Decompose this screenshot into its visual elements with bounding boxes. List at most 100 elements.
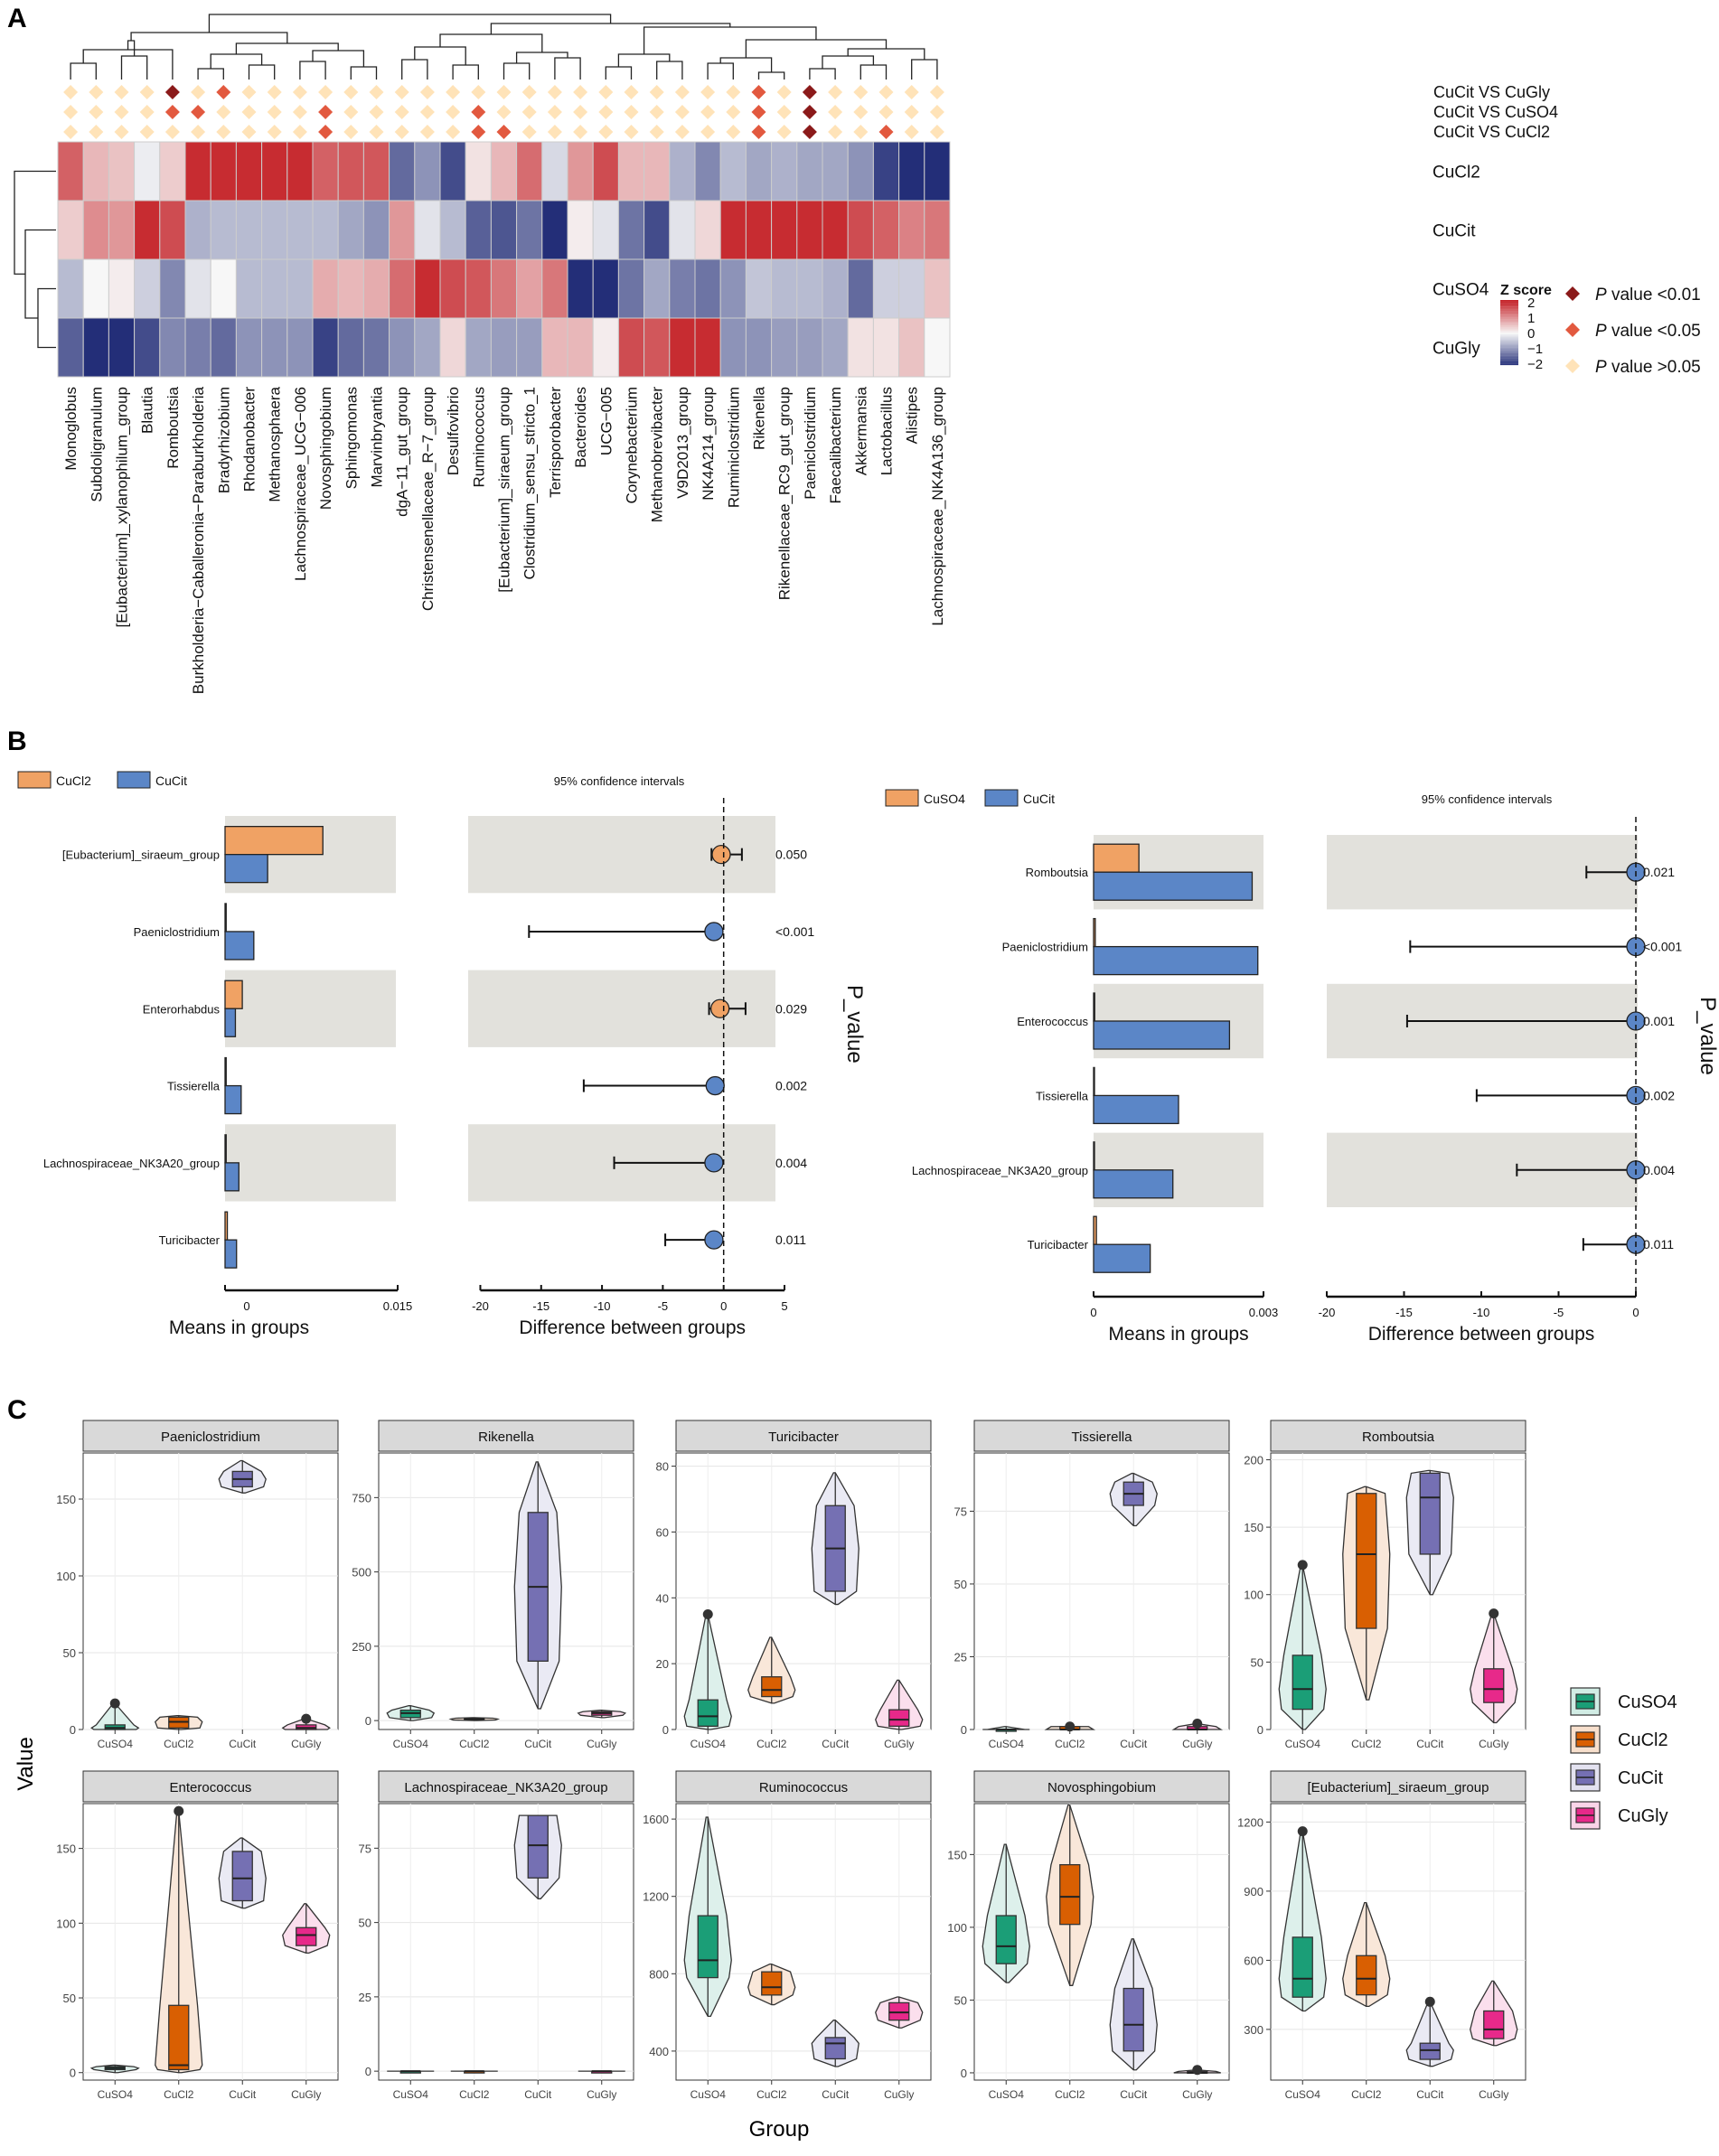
facet-2: Rikenella 0 250 500 750 CuSO4 CuCl2 CuCit CuGly — [352, 1420, 634, 1750]
dendro-join — [312, 50, 365, 67]
pvalue-axis-label: P_value — [1696, 997, 1719, 1075]
box — [1356, 1493, 1377, 1629]
dendro-join — [822, 55, 875, 69]
zscore-legend-swatch — [1500, 317, 1518, 320]
heatmap-cell — [592, 317, 619, 378]
outlier — [1192, 1719, 1203, 1729]
heatmap-cell — [694, 317, 721, 378]
dendro-leaf-join — [605, 66, 633, 80]
y-tick-label: 600 — [1244, 1954, 1263, 1967]
heatmap-cell — [286, 258, 314, 319]
y-tick-label: 300 — [1244, 2023, 1263, 2037]
mean-bar-b — [224, 931, 255, 961]
y-tick-label: 150 — [947, 1848, 967, 1861]
significance-diamond — [241, 85, 257, 99]
significance-diamond — [114, 85, 129, 99]
heatmap-cell — [592, 141, 619, 202]
significance-diamond — [471, 105, 486, 119]
zscore-legend-swatch — [1500, 303, 1518, 305]
heatmap-cell — [82, 141, 109, 202]
heatmap-cell — [872, 200, 900, 260]
p-legend-label: P value <0.05 — [1595, 322, 1701, 341]
significance-diamond — [369, 105, 384, 119]
mean-bar-b — [1093, 1094, 1179, 1125]
heatmap-cell — [389, 317, 416, 378]
outlier — [1424, 1996, 1435, 2007]
heatmap-cell — [490, 200, 518, 260]
heatmap-cell — [771, 258, 798, 319]
mean-bar-b — [1093, 945, 1259, 976]
genus-label: Clostridium_sensu_stricto_1 — [521, 387, 539, 580]
genus-label: Faecalibacterium — [827, 387, 844, 503]
significance-diamond — [394, 105, 409, 119]
significance-diamond — [674, 85, 690, 99]
x-tick-label: CuGly — [1479, 1738, 1508, 1750]
heatmap-cell — [414, 200, 441, 260]
y-tick-label: 800 — [649, 1967, 669, 1981]
comparison-label: CuCit VS CuCl2 — [1433, 123, 1550, 141]
heatmap-cell — [516, 258, 543, 319]
significance-diamond — [929, 105, 944, 119]
genus-label: [Eubacterium]_siraeum_group — [496, 387, 513, 593]
x-tick-label: CuCl2 — [1055, 1738, 1085, 1750]
heatmap-cell — [541, 200, 568, 260]
plot-area — [973, 1452, 1230, 1730]
significance-diamond — [191, 125, 206, 139]
heatmap-cell — [82, 317, 109, 378]
box — [888, 2001, 910, 2021]
significance-diamond — [547, 85, 562, 99]
y-tick-label: 75 — [359, 1842, 371, 1855]
heatmap-cell — [210, 317, 237, 378]
genus-label: Methanobrevibacter — [649, 387, 666, 523]
significance-diamond — [521, 105, 537, 119]
diff-tick-label: 0 — [1632, 1306, 1639, 1319]
taxon-label: Lachnospiraceae_NK3A20_group — [912, 1164, 1088, 1177]
box — [697, 1915, 719, 1979]
significance-diamond — [419, 125, 435, 139]
p-legend-italic: P — [1595, 322, 1607, 341]
mean-bar-a — [224, 1134, 227, 1164]
x-tick-label: CuGly — [291, 1738, 321, 1750]
dendro-leaf-join — [350, 66, 378, 80]
outlier — [1192, 2065, 1203, 2076]
dendro-leaf-join — [248, 64, 276, 80]
significance-diamond — [343, 105, 359, 119]
dendro-leaf-join — [401, 59, 428, 80]
genus-label: UCG−005 — [597, 387, 615, 455]
heatmap-cell — [82, 200, 109, 260]
heatmap-cell — [745, 258, 773, 319]
legend-label: CuSO4 — [1618, 1692, 1677, 1712]
facet-title: Novosphingobium — [1047, 1780, 1156, 1795]
zscore-legend-swatch — [1500, 301, 1518, 304]
legend-label-b: CuCit — [1023, 792, 1055, 806]
zscore-legend-swatch — [1500, 306, 1518, 309]
dendro-join — [208, 14, 612, 33]
significance-diamond — [573, 125, 588, 139]
significance-diamond — [547, 125, 562, 139]
facet-title: Enterococcus — [170, 1780, 252, 1795]
heatmap-row-label: CuSO4 — [1432, 281, 1489, 300]
significance-diamond — [573, 85, 588, 99]
x-tick-label: CuCit — [524, 2088, 552, 2101]
genus-label: Lachnospiraceae_NK4A136_group — [929, 387, 946, 626]
heatmap-cell — [872, 317, 900, 378]
significance-diamond — [114, 105, 129, 119]
zscore-legend-swatch — [1500, 309, 1518, 312]
x-tick-label: CuCit — [1416, 1738, 1444, 1750]
x-tick-label: CuCl2 — [459, 2088, 490, 2101]
p-value: 0.004 — [1643, 1163, 1675, 1177]
taxon-label: Enterorhabdus — [143, 1002, 221, 1016]
x-tick-label: CuCl2 — [459, 1738, 490, 1750]
box — [1059, 1863, 1081, 1926]
zscore-legend-swatch — [1500, 361, 1518, 364]
significance-diamond — [700, 85, 716, 99]
facet-6: Enterococcus 0 50 100 150 CuSO4 CuCl2 CuCit CuGl… — [56, 1770, 339, 2101]
heatmap-cell — [924, 141, 951, 202]
dendro-join — [490, 23, 731, 34]
diff-tick-label: -10 — [594, 1299, 611, 1313]
heatmap-cell — [134, 317, 161, 378]
heatmap-cell — [134, 200, 161, 260]
heatmap-cell — [159, 200, 186, 260]
y-tick-label: 150 — [56, 1842, 76, 1856]
p-legend-text: value >0.05 — [1607, 358, 1701, 377]
